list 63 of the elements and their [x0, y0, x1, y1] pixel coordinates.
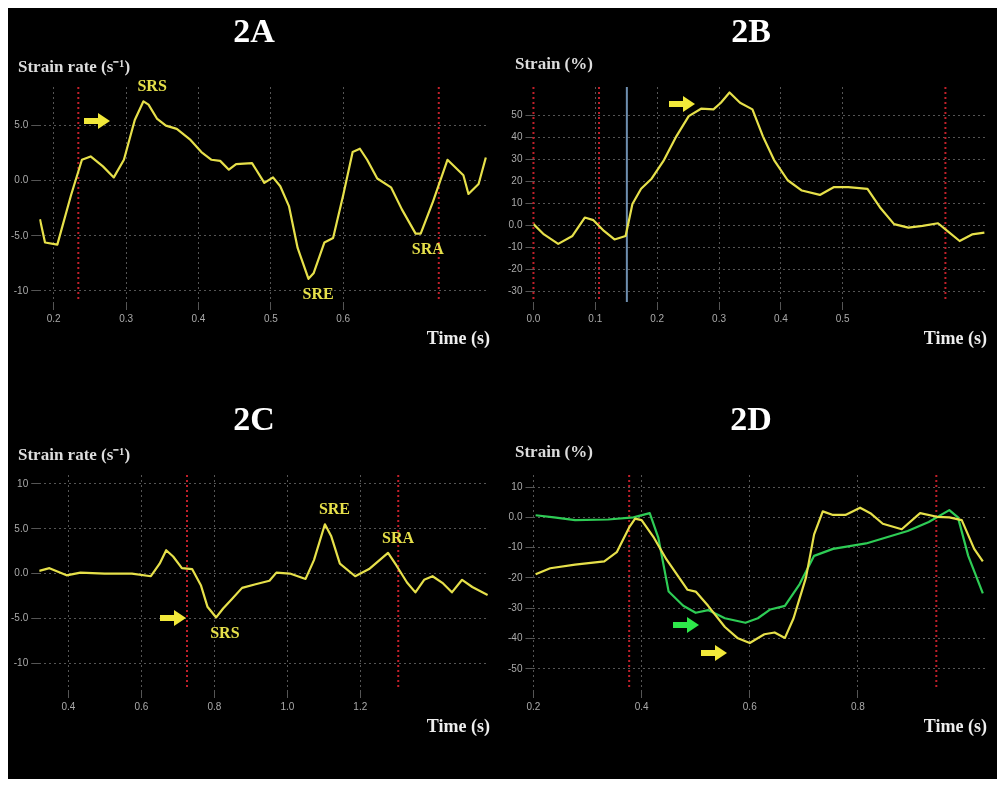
y-tick-label: -5.0: [11, 612, 29, 624]
x-tick-label: 0.6: [134, 700, 149, 712]
x-tick-label: 0.5: [263, 312, 279, 324]
y-tick-label: 0.0: [14, 567, 29, 579]
x-tick-label: 0.2: [526, 700, 541, 712]
y-tick-label: -10: [508, 541, 523, 553]
x-tick-label: 0.0: [526, 312, 541, 324]
y-tick-label: 0.0: [508, 218, 523, 230]
y-tick-label: 5.0: [14, 119, 29, 131]
annotation: SRS: [137, 77, 167, 95]
x-tick-label: 0.6: [336, 312, 351, 324]
y-tick-label: 10: [17, 477, 29, 489]
y-tick-label: -10: [13, 284, 29, 296]
y-tick-label: 50: [511, 109, 523, 121]
annotation: SRE: [318, 500, 351, 518]
x-tick-label: 0.4: [61, 700, 76, 712]
y-axis-title: Strain (%): [514, 442, 594, 463]
x-tick-label: 0.2: [46, 312, 62, 324]
x-tick-label: 0.8: [850, 700, 866, 712]
annotation: SRA: [411, 239, 445, 257]
y-axis-title: Strain rate (s⁻¹): [17, 56, 132, 78]
x-axis-title: Time (s): [922, 328, 988, 350]
y-tick-label: 0.0: [508, 511, 523, 523]
x-tick-label: 0.5: [835, 312, 851, 324]
y-tick-label: 30: [511, 153, 523, 165]
y-tick-label: 5.0: [14, 522, 29, 534]
x-tick-label: 0.3: [712, 312, 727, 324]
annotation: SRE: [302, 284, 334, 302]
x-tick-label: 0.4: [773, 312, 789, 324]
chart-title: 2B: [730, 11, 772, 51]
x-axis-title: Time (s): [425, 716, 491, 738]
x-tick-label: 0.4: [634, 700, 649, 712]
chart-title: 2D: [729, 399, 773, 439]
x-tick-label: 0.8: [207, 700, 222, 712]
chart-title: 2A: [232, 11, 276, 51]
y-tick-label: 20: [511, 175, 523, 187]
x-tick-label: 0.2: [650, 312, 665, 324]
y-tick-label: 0.0: [14, 174, 29, 186]
x-tick-label: 0.3: [119, 312, 134, 324]
x-tick-label: 0.4: [191, 312, 206, 324]
x-tick-label: 1.0: [280, 700, 295, 712]
y-axis-title: Strain (%): [514, 54, 594, 75]
y-tick-label: -40: [508, 632, 523, 644]
annotation: SRS: [210, 623, 240, 641]
y-tick-label: -30: [508, 284, 523, 296]
x-axis-title: Time (s): [922, 716, 988, 738]
y-tick-label: -10: [508, 240, 523, 252]
y-tick-label: 10: [511, 197, 523, 209]
y-tick-label: -30: [508, 601, 523, 613]
y-tick-label: -20: [508, 571, 523, 583]
y-tick-label: 40: [511, 131, 523, 143]
x-tick-label: 0.6: [742, 700, 758, 712]
y-axis-title: Strain rate (s⁻¹): [17, 444, 132, 466]
y-tick-label: -20: [508, 262, 523, 274]
y-tick-label: -50: [508, 662, 523, 674]
x-tick-label: 1.2: [353, 700, 368, 712]
x-axis-title: Time (s): [425, 328, 491, 350]
annotation: SRA: [382, 529, 415, 547]
y-tick-label: -5.0: [11, 229, 29, 241]
y-tick-label: -10: [13, 656, 29, 668]
x-tick-label: 0.1: [588, 312, 603, 324]
y-tick-label: 10: [511, 480, 523, 492]
chart-title: 2C: [232, 399, 276, 439]
